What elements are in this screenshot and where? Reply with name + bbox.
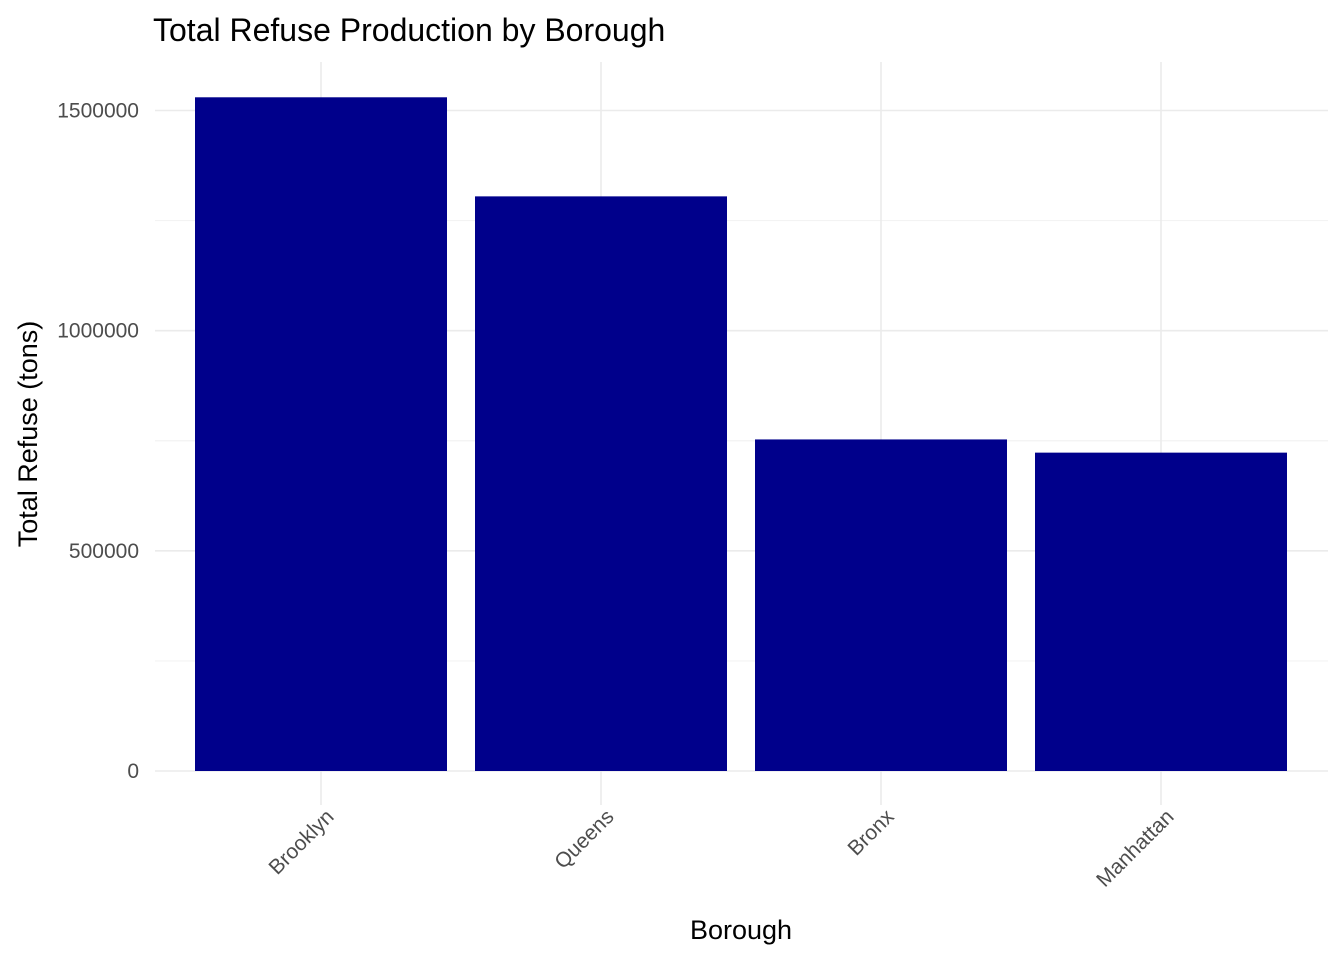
x-tick-label: Brooklyn — [264, 805, 338, 879]
x-tick-label: Bronx — [843, 805, 898, 860]
bars — [195, 97, 1287, 772]
y-axis-title: Total Refuse (tons) — [13, 321, 43, 548]
y-tick-label: 1000000 — [57, 320, 139, 343]
x-axis-ticks: Brooklyn Queens Bronx Manhattan — [264, 805, 1178, 892]
bar-brooklyn — [195, 97, 447, 772]
y-tick-label: 0 — [127, 760, 139, 783]
bar-queens — [475, 196, 727, 772]
y-axis-ticks: 0 500000 1000000 1500000 — [57, 100, 139, 784]
x-tick-label: Manhattan — [1092, 805, 1178, 891]
x-axis-title: Borough — [690, 915, 792, 945]
x-tick-label: Queens — [550, 805, 618, 873]
chart-title: Total Refuse Production by Borough — [153, 12, 665, 48]
y-tick-label: 500000 — [69, 540, 139, 563]
bar-manhattan — [1035, 452, 1287, 771]
bar-bronx — [755, 439, 1007, 771]
y-tick-label: 1500000 — [57, 100, 139, 123]
